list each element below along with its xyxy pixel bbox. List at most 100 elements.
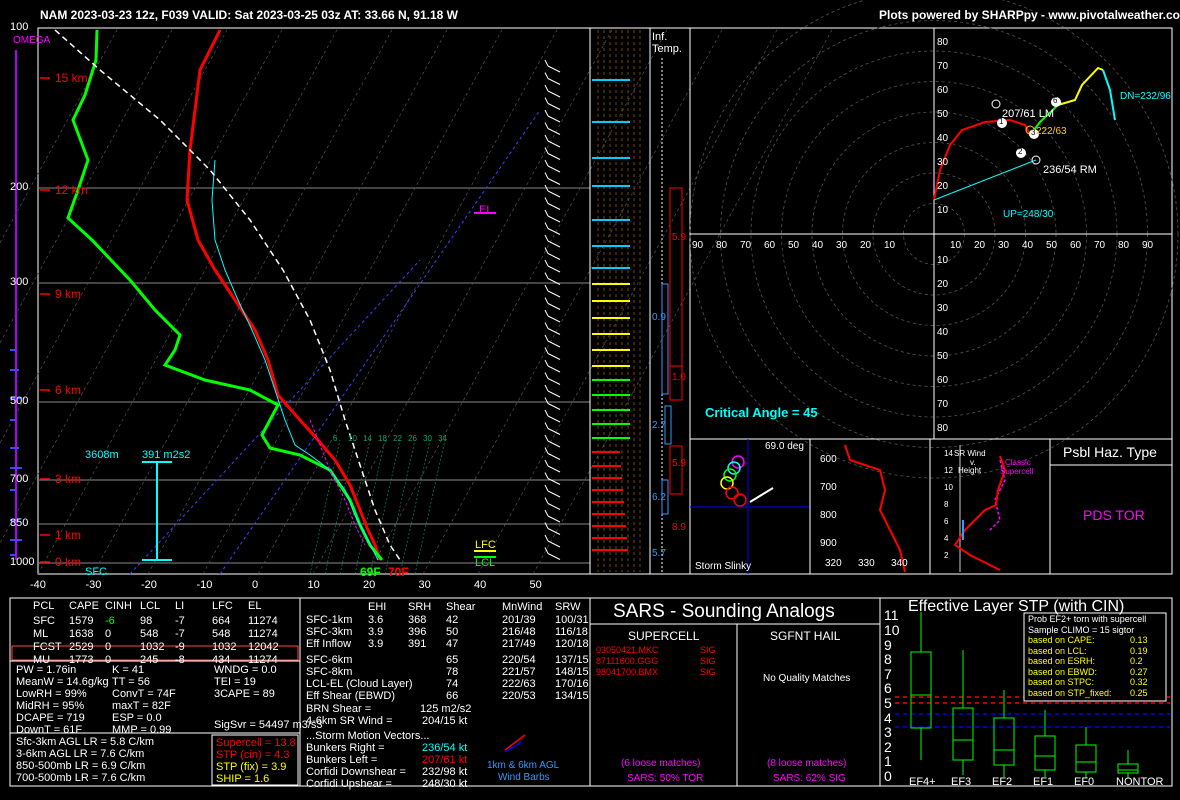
hodo-y-label: 40: [937, 133, 949, 144]
wind-barb: [547, 278, 561, 285]
wind-barb-flag: [544, 197, 549, 204]
inf-temp-label: 8.9: [672, 522, 686, 533]
hodo-0-3km: [933, 118, 1031, 201]
wind-barb-flag: [544, 434, 549, 442]
lm-label: 207/61 LM: [1002, 108, 1054, 120]
slinky-ring: [725, 486, 739, 500]
parcel-cell: -8: [175, 654, 185, 666]
km-label: 6 km: [55, 383, 82, 397]
wind-barb-flag: [544, 297, 549, 304]
mixing-ratio-label: 34: [438, 434, 447, 443]
corfidi-down-label: Corfidi Downshear =: [306, 766, 406, 778]
isotherm-line: [257, 27, 559, 575]
wind-barb: [547, 428, 561, 435]
hodo-x-label: 90: [692, 240, 704, 251]
wind-barb: [547, 465, 561, 473]
srwind-y-label: 6: [944, 517, 949, 526]
hodo-point-label: 1: [999, 117, 1004, 126]
parcel-cell: 1579: [69, 615, 94, 627]
kin-header: SRW: [555, 601, 581, 613]
parcel-cell: 1032: [140, 641, 165, 653]
pressure-tick: 500: [10, 395, 29, 407]
isotherm-line: [92, 27, 394, 575]
hodo-point-label: 6: [1053, 96, 1058, 105]
parcel-cell: 11274: [248, 615, 278, 627]
inf-temp-label: 5.9: [672, 458, 686, 469]
mixing-ratio-label: 10: [348, 434, 357, 443]
isotherm-neg20: [129, 259, 421, 575]
wind-barb: [547, 553, 561, 560]
mixing-ratio-label: 22: [393, 434, 402, 443]
theta-x-label: 320: [825, 558, 842, 569]
temp-tick: 50: [529, 579, 542, 591]
sars-hail-loose: (8 loose matches): [767, 758, 847, 769]
index-c1: LowRH = 99%: [16, 688, 87, 700]
kin-cell: 148/15: [555, 666, 589, 678]
wind-barb: [547, 78, 561, 85]
hodo-point: [997, 118, 1007, 128]
theta-x-label: 330: [858, 558, 875, 569]
hodo-y-label: 10: [937, 205, 949, 216]
km-label: 0 km: [55, 555, 82, 569]
srwind-y-label: 10: [944, 483, 953, 492]
brn-value: 125 m2/s2: [420, 703, 472, 715]
stp-y-label: 10: [884, 622, 900, 638]
hodo-x-label: 10: [950, 240, 962, 251]
wind-barb-flag: [544, 259, 549, 267]
index-c3: 3CAPE = 89: [214, 688, 275, 700]
kin-cell: 78: [446, 666, 459, 678]
inflow-height: 3608m: [85, 449, 119, 461]
wind-barb-flag: [544, 372, 549, 379]
hodo-x-label: 90: [1142, 240, 1154, 251]
inf-temp-bar: [669, 445, 683, 495]
parcel-cell: MU: [33, 654, 51, 666]
parcel-cell: 245: [140, 654, 159, 666]
temp-tick: -40: [30, 579, 46, 591]
sfc-label: SFC: [85, 566, 107, 578]
parcel-cell: 11274: [248, 654, 278, 666]
wind-barb-flag: [544, 472, 549, 479]
wind-barb: [547, 378, 561, 385]
kin-cell: 3.9: [368, 626, 384, 638]
wind-barb-flag: [544, 284, 549, 292]
hodo-9-12km: [1102, 69, 1116, 121]
stp-legend-line: Sample CLIMO = 15 sigtor: [1028, 624, 1135, 635]
wind-barb-flag: [544, 147, 549, 154]
wind-barb: [547, 153, 561, 160]
kin-cell: 42: [446, 614, 459, 626]
hodo-point: [1029, 129, 1039, 139]
mixing-ratio-line: [309, 439, 341, 575]
index-c2: K = 41: [112, 664, 145, 676]
sars-match: 98041700.BMX: [596, 667, 659, 677]
isotherm-line: [422, 27, 724, 575]
index-c1: PW = 1.76in: [16, 664, 77, 676]
parcel-cell: 0: [105, 628, 112, 640]
kin-cell: 222/63: [502, 678, 536, 690]
isotherm-line: [312, 27, 614, 575]
hodo-point-label: 2: [1018, 147, 1023, 156]
legend-barb-6km: [504, 741, 523, 753]
hodo-x-label: 20: [860, 240, 872, 251]
parcel-cell: 12042: [248, 641, 279, 653]
kin-cell: 217/49: [502, 638, 536, 650]
mixing-ratio-line: [324, 439, 356, 575]
wind-barb-flag: [544, 459, 549, 467]
mixing-ratio-line: [384, 439, 416, 575]
parcel-header: LFC: [212, 600, 233, 612]
sars-supercell-title: SUPERCELL: [628, 629, 700, 643]
kin-cell: 170/16: [555, 678, 589, 690]
storm-motion-title: ...Storm Motion Vectors...: [306, 730, 430, 742]
pressure-tick: 100: [10, 21, 29, 33]
sars-hail-pct: SARS: 62% SIG: [773, 773, 846, 784]
parcel-header: LCL: [140, 600, 161, 612]
wind-barb: [547, 503, 561, 510]
km-label: 12 km: [55, 183, 88, 197]
sigsvr: SigSvr = 54497 m3/s3: [214, 719, 323, 731]
kin-cell: 220/54: [502, 654, 536, 666]
stp-y-label: 5: [884, 695, 892, 711]
sars-sc-loose: (6 loose matches): [621, 758, 701, 769]
haz-frame: [1049, 438, 1173, 575]
isotherm-line: [477, 27, 779, 575]
wind-barb: [547, 140, 561, 148]
